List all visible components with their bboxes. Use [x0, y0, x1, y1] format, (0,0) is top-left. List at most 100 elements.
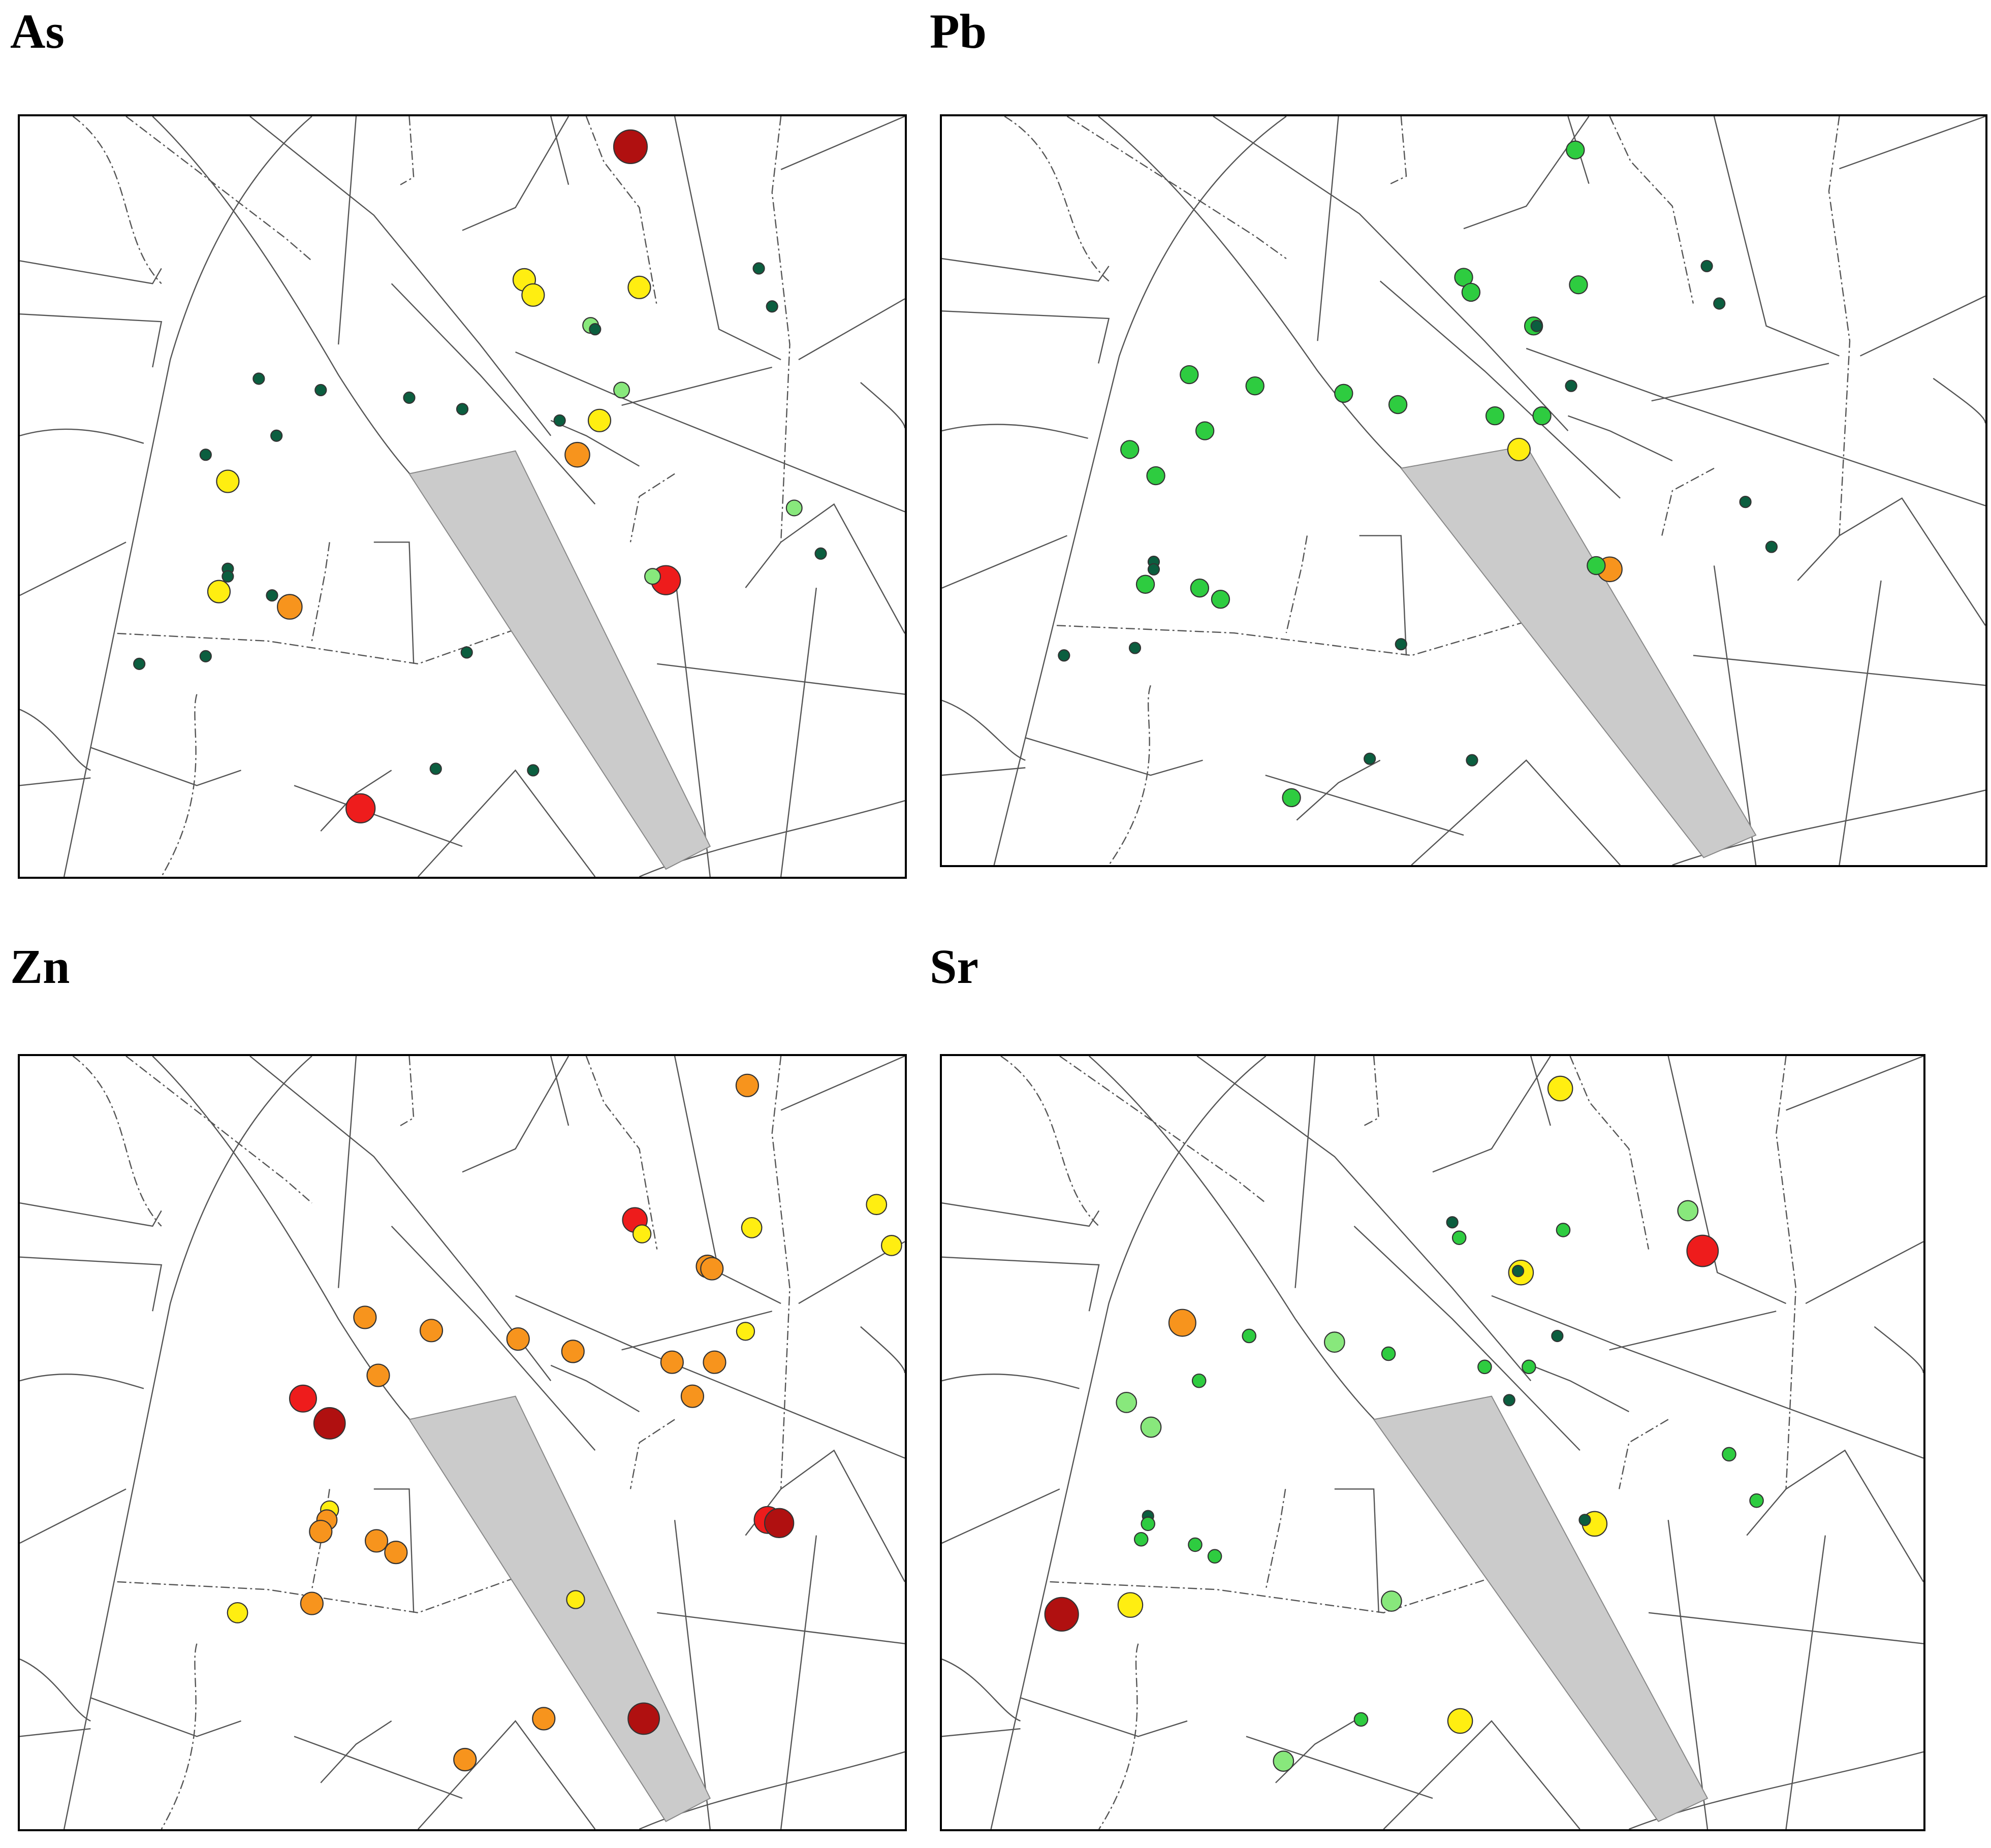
street-line [781, 588, 816, 877]
street-line [675, 572, 710, 877]
sample-point-very_low [133, 657, 146, 670]
map-sr-svg [942, 1056, 1923, 1829]
street-line [1109, 685, 1151, 865]
panel-title-zn: Zn [10, 939, 70, 994]
street-line [1839, 116, 1985, 169]
street-line [586, 1056, 657, 1250]
street-line [516, 1296, 905, 1458]
sample-point-mid [566, 1590, 585, 1609]
street-line [400, 116, 414, 185]
sample-point-mid [216, 469, 240, 493]
map-as-points [133, 129, 827, 823]
street-line [1492, 1296, 1923, 1458]
street-line [942, 1257, 1099, 1312]
sample-point-extreme [1044, 1597, 1079, 1632]
street-line [1050, 1558, 1551, 1613]
street-line [20, 1203, 162, 1226]
street-line [861, 383, 905, 428]
sample-point-very_low [1147, 563, 1160, 576]
street-line [294, 785, 462, 846]
sample-point-low_mid [1116, 1391, 1137, 1413]
street-line [20, 1374, 144, 1388]
sample-point-low [1146, 466, 1165, 486]
sample-point-high [364, 1529, 389, 1553]
sample-point-mid [866, 1194, 888, 1216]
sample-point-very_low [1364, 752, 1376, 765]
street-line [942, 768, 1025, 775]
street-line [20, 1729, 90, 1736]
sample-point-very_low [589, 323, 602, 336]
street-line [657, 1613, 905, 1644]
sample-point-very_low [1765, 540, 1778, 553]
sample-point-very_low [1739, 496, 1752, 508]
sample-point-high [703, 1350, 726, 1374]
map-as [18, 114, 907, 879]
map-sr [940, 1054, 1925, 1831]
sample-point-low_mid [785, 499, 803, 517]
sample-point-low [1191, 1373, 1207, 1388]
street-line [1610, 116, 1693, 304]
sample-point-low [1141, 1516, 1156, 1532]
sample-point-very_low [199, 650, 212, 662]
sample-point-high [700, 1257, 724, 1281]
sample-point-low [1566, 140, 1585, 160]
sample-point-high [1168, 1309, 1196, 1337]
sample-point-high [453, 1747, 477, 1772]
map-zn [18, 1054, 907, 1831]
street-line [1295, 1056, 1315, 1288]
street-line [781, 116, 905, 170]
map-pb [940, 114, 1987, 867]
sample-point-low [1195, 421, 1215, 440]
sample-point-very_low [814, 547, 827, 560]
sample-point-high [309, 1519, 333, 1544]
street-line [942, 1489, 1060, 1543]
sample-point-mid [207, 580, 231, 603]
street-line [516, 352, 905, 512]
sample-point-very_high [1686, 1234, 1719, 1267]
panel-title-pb: Pb [930, 4, 987, 58]
street-line [1652, 363, 1829, 401]
sample-point-high [366, 1363, 390, 1387]
street-line [799, 299, 905, 360]
sample-point-very_low [222, 570, 234, 583]
sample-point-low [1522, 1359, 1536, 1375]
sample-point-very_low [314, 384, 327, 397]
sample-point-extreme [313, 1407, 346, 1440]
map-sr-points [1044, 1075, 1764, 1772]
sample-point-mid [736, 1322, 755, 1341]
sample-point-very_low [1700, 260, 1713, 272]
street-line [1360, 535, 1406, 655]
street-line [1354, 1226, 1579, 1450]
street-line [1526, 348, 1985, 506]
sample-point-very_low [1511, 1265, 1525, 1278]
street-line [20, 261, 162, 283]
street-line [1246, 1736, 1433, 1798]
street-line [675, 116, 781, 360]
sample-point-low [1135, 575, 1155, 594]
street-line [1099, 1644, 1138, 1829]
sample-point-mid [627, 275, 651, 299]
sample-point-very_low [403, 391, 416, 404]
street-line [1776, 1056, 1796, 1489]
street-line [942, 1729, 1021, 1736]
street-line [1649, 1613, 1923, 1644]
street-line [1874, 1327, 1923, 1373]
street-line [1693, 655, 1985, 685]
sample-point-low [1353, 1712, 1369, 1727]
gray-corridor [409, 451, 710, 869]
street-line [64, 1056, 312, 1829]
sample-point-low [1180, 365, 1199, 385]
street-line [551, 116, 568, 185]
street-line [622, 367, 772, 405]
map-pb-points [1058, 140, 1778, 808]
sample-point-low [1749, 1493, 1764, 1508]
street-line [942, 259, 1109, 281]
sample-point-mid [587, 408, 612, 432]
sample-point-very_low [1578, 1514, 1591, 1526]
street-line [321, 1721, 391, 1783]
street-line [1797, 498, 1985, 626]
street-line [73, 1056, 162, 1226]
sample-point-mid [1547, 1075, 1573, 1102]
street-line [1001, 1056, 1099, 1226]
map-as-svg [20, 116, 905, 877]
